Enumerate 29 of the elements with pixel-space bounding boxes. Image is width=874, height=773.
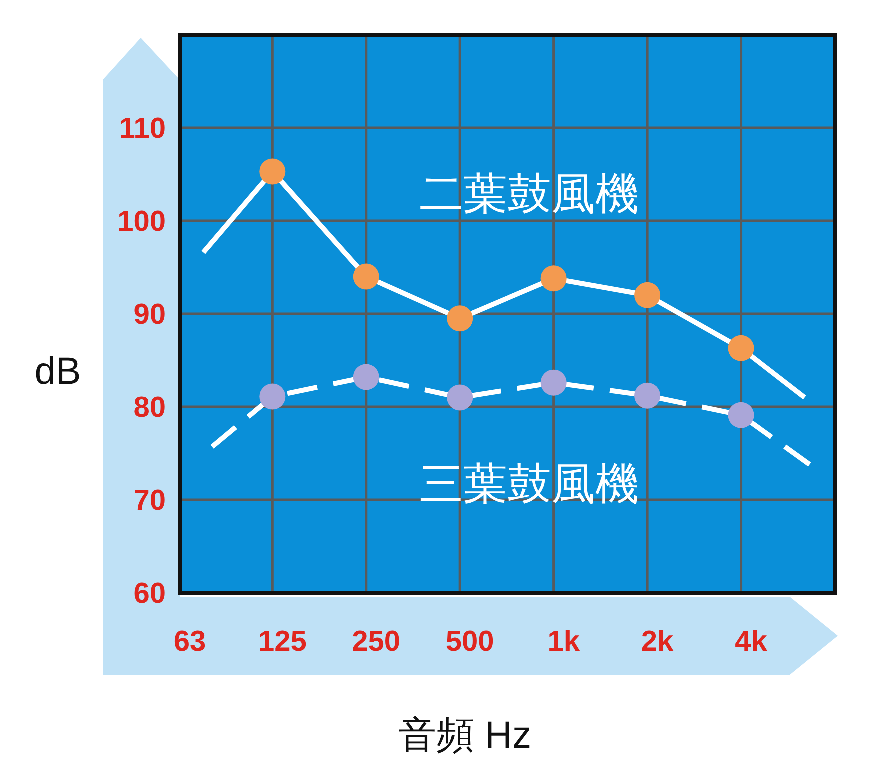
point (634, 382, 661, 409)
point (634, 282, 661, 308)
x-tick-label: 125 (258, 626, 307, 658)
point (447, 306, 474, 332)
point (260, 384, 286, 410)
y-tick-label: 60 (134, 578, 166, 610)
point (260, 158, 286, 185)
point (540, 266, 567, 292)
x-tick-label: 4k (735, 626, 768, 658)
x-tick-label: 2k (641, 626, 675, 658)
y-tick-label: 90 (134, 299, 166, 331)
y-tick-label: 80 (134, 392, 166, 424)
point (353, 364, 380, 390)
series-label: 三葉鼓風機 (420, 460, 640, 509)
y-tick-label: 70 (134, 485, 166, 517)
x-tick-label: 63 (174, 626, 206, 658)
point (447, 384, 474, 411)
point (728, 335, 754, 362)
point (540, 370, 567, 396)
point (353, 264, 380, 290)
point (728, 402, 754, 428)
series-label: 二葉鼓風機 (420, 170, 640, 219)
x-tick-label: 250 (352, 626, 401, 658)
x-tick-label: 1k (548, 626, 581, 658)
x-axis-title: 音頻 Hz (398, 715, 532, 757)
x-tick-label: 500 (446, 626, 494, 658)
y-axis-title: dB (34, 351, 82, 393)
y-tick-label: 110 (119, 113, 166, 145)
y-tick-label: 100 (118, 206, 166, 238)
